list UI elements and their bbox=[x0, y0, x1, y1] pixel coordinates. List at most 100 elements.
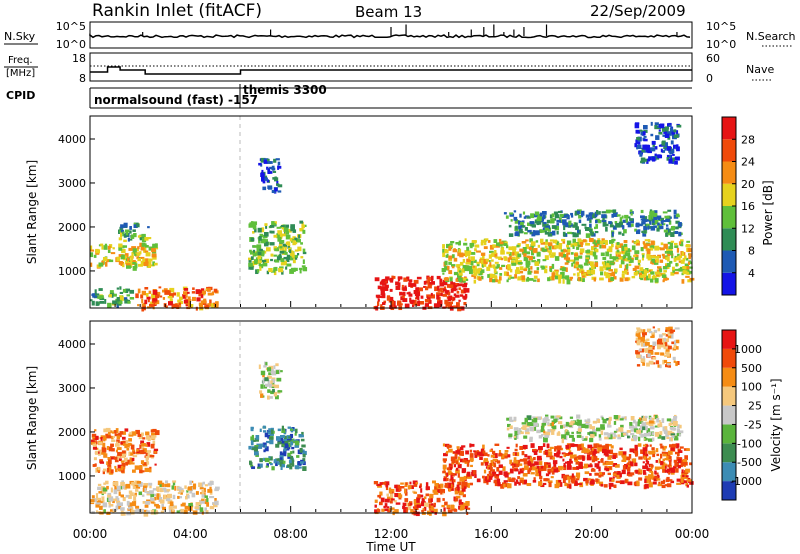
velocity-echo-cell bbox=[103, 468, 107, 472]
power-echo-cell bbox=[596, 210, 599, 215]
velocity-echo-cell bbox=[654, 470, 657, 475]
power-echo-cell bbox=[465, 252, 468, 258]
power-echo-cell bbox=[551, 272, 556, 278]
velocity-echo-cell bbox=[515, 443, 518, 448]
velocity-echo-cell bbox=[604, 436, 609, 440]
power-echo-cell bbox=[260, 172, 265, 178]
velocity-echo-cell bbox=[267, 384, 270, 387]
power-echo-cell bbox=[606, 260, 610, 264]
velocity-echo-cell bbox=[621, 451, 627, 455]
velocity-echo-cell bbox=[301, 444, 306, 448]
velocity-echo-cell bbox=[613, 484, 617, 489]
velocity-echo-cell bbox=[391, 498, 395, 501]
velocity-echo-cell bbox=[571, 475, 576, 481]
velocity-echo-cell bbox=[654, 466, 660, 470]
velocity-echo-cell bbox=[680, 474, 685, 480]
power-echo-cell bbox=[575, 210, 580, 214]
velocity-echo-cell bbox=[474, 474, 477, 479]
velocity-echo-cell bbox=[254, 446, 259, 452]
power-echo-cell bbox=[125, 231, 129, 236]
velocity-echo-cell bbox=[157, 480, 163, 486]
power-echo-cell bbox=[650, 278, 654, 283]
velocity-echo-cell bbox=[648, 456, 652, 459]
velocity-echo-cell bbox=[527, 468, 532, 472]
velocity-echo-cell bbox=[569, 434, 574, 438]
velocity-echo-cell bbox=[644, 342, 650, 346]
power-xaxis bbox=[89, 301, 693, 307]
power-echo-cell bbox=[215, 301, 219, 306]
power-echo-cell bbox=[520, 222, 524, 227]
velocity-echo-cell bbox=[564, 474, 570, 478]
power-echo-cell bbox=[527, 270, 532, 275]
power-echo-cell bbox=[444, 286, 447, 291]
power-echo-cell bbox=[678, 268, 684, 272]
velocity-echo-cell bbox=[648, 468, 653, 472]
power-echo-cell bbox=[622, 257, 627, 261]
velocity-echo-cell bbox=[278, 370, 283, 373]
power-echo-cell bbox=[594, 242, 597, 246]
xtick-label: 04:00 bbox=[173, 527, 208, 541]
power-echo-cell bbox=[554, 245, 559, 249]
power-echo-cell bbox=[548, 251, 552, 256]
power-echo-cell bbox=[105, 261, 108, 267]
power-echo-cell bbox=[408, 293, 413, 297]
power-echo-cell bbox=[444, 266, 449, 271]
nave-label: Nave bbox=[746, 63, 774, 76]
velocity-echo-cell bbox=[557, 448, 561, 454]
velocity-echo-cell bbox=[114, 458, 119, 463]
power-echo-cell bbox=[551, 225, 557, 229]
power-echo-cell bbox=[259, 264, 264, 269]
power-echo-cell bbox=[200, 288, 205, 292]
power-echo-cell bbox=[191, 291, 196, 294]
velocity-echo-cell bbox=[130, 444, 135, 450]
power-echo-cell bbox=[666, 262, 671, 268]
power-echo-cell bbox=[549, 268, 553, 273]
power-echo-cell bbox=[649, 147, 652, 151]
power-echo-cell bbox=[277, 236, 282, 242]
power-echo-cell bbox=[473, 279, 477, 284]
velocity-echo-cell bbox=[547, 449, 552, 452]
power-echo-cell bbox=[666, 251, 671, 254]
velocity-echo-cell bbox=[448, 487, 451, 492]
velocity-echo-cell bbox=[605, 461, 611, 465]
power-echo-cell bbox=[121, 254, 125, 260]
power-echo-cell bbox=[179, 303, 182, 308]
power-echo-cell bbox=[272, 177, 275, 180]
velocity-echo-cell bbox=[206, 502, 210, 507]
power-echo-cell bbox=[131, 262, 136, 265]
velocity-echo-cell bbox=[408, 503, 412, 507]
velocity-echo-cell bbox=[455, 467, 459, 471]
velocity-colorbar-segment bbox=[722, 330, 736, 349]
power-echo-cell bbox=[256, 248, 262, 254]
velocity-echo-cell bbox=[275, 458, 280, 461]
power-echo-cell bbox=[566, 258, 570, 264]
power-echo-cell bbox=[147, 263, 151, 269]
velocity-echo-cell bbox=[643, 444, 647, 447]
velocity-echo-cell bbox=[543, 478, 548, 482]
velocity-echo-cell bbox=[290, 455, 294, 461]
velocity-echo-cell bbox=[527, 455, 532, 460]
power-echo-cell bbox=[271, 190, 276, 194]
velocity-echo-cell bbox=[662, 338, 666, 343]
velocity-echo-cell bbox=[638, 477, 643, 481]
power-echo-cell bbox=[262, 180, 266, 184]
power-echo-cell bbox=[640, 277, 644, 281]
velocity-echo-cell bbox=[570, 420, 575, 424]
power-echo-cell bbox=[640, 131, 645, 136]
velocity-echo-cell bbox=[607, 423, 611, 428]
velocity-echo-cell bbox=[553, 463, 556, 467]
power-echo-cell bbox=[594, 262, 599, 268]
velocity-echo-cell bbox=[110, 469, 114, 474]
power-echo-cell bbox=[558, 252, 564, 257]
velocity-echo-cell bbox=[134, 492, 137, 497]
velocity-echo-cell bbox=[111, 448, 115, 452]
velocity-echo-cell bbox=[655, 448, 659, 453]
power-echo-cell bbox=[678, 260, 682, 263]
velocity-echo-cell bbox=[518, 471, 521, 475]
power-echo-cell bbox=[640, 160, 643, 164]
power-echo-cell bbox=[499, 241, 504, 245]
velocity-echo-cell bbox=[433, 502, 436, 506]
velocity-echo-cell bbox=[628, 473, 633, 477]
power-echo-cell bbox=[103, 245, 108, 250]
